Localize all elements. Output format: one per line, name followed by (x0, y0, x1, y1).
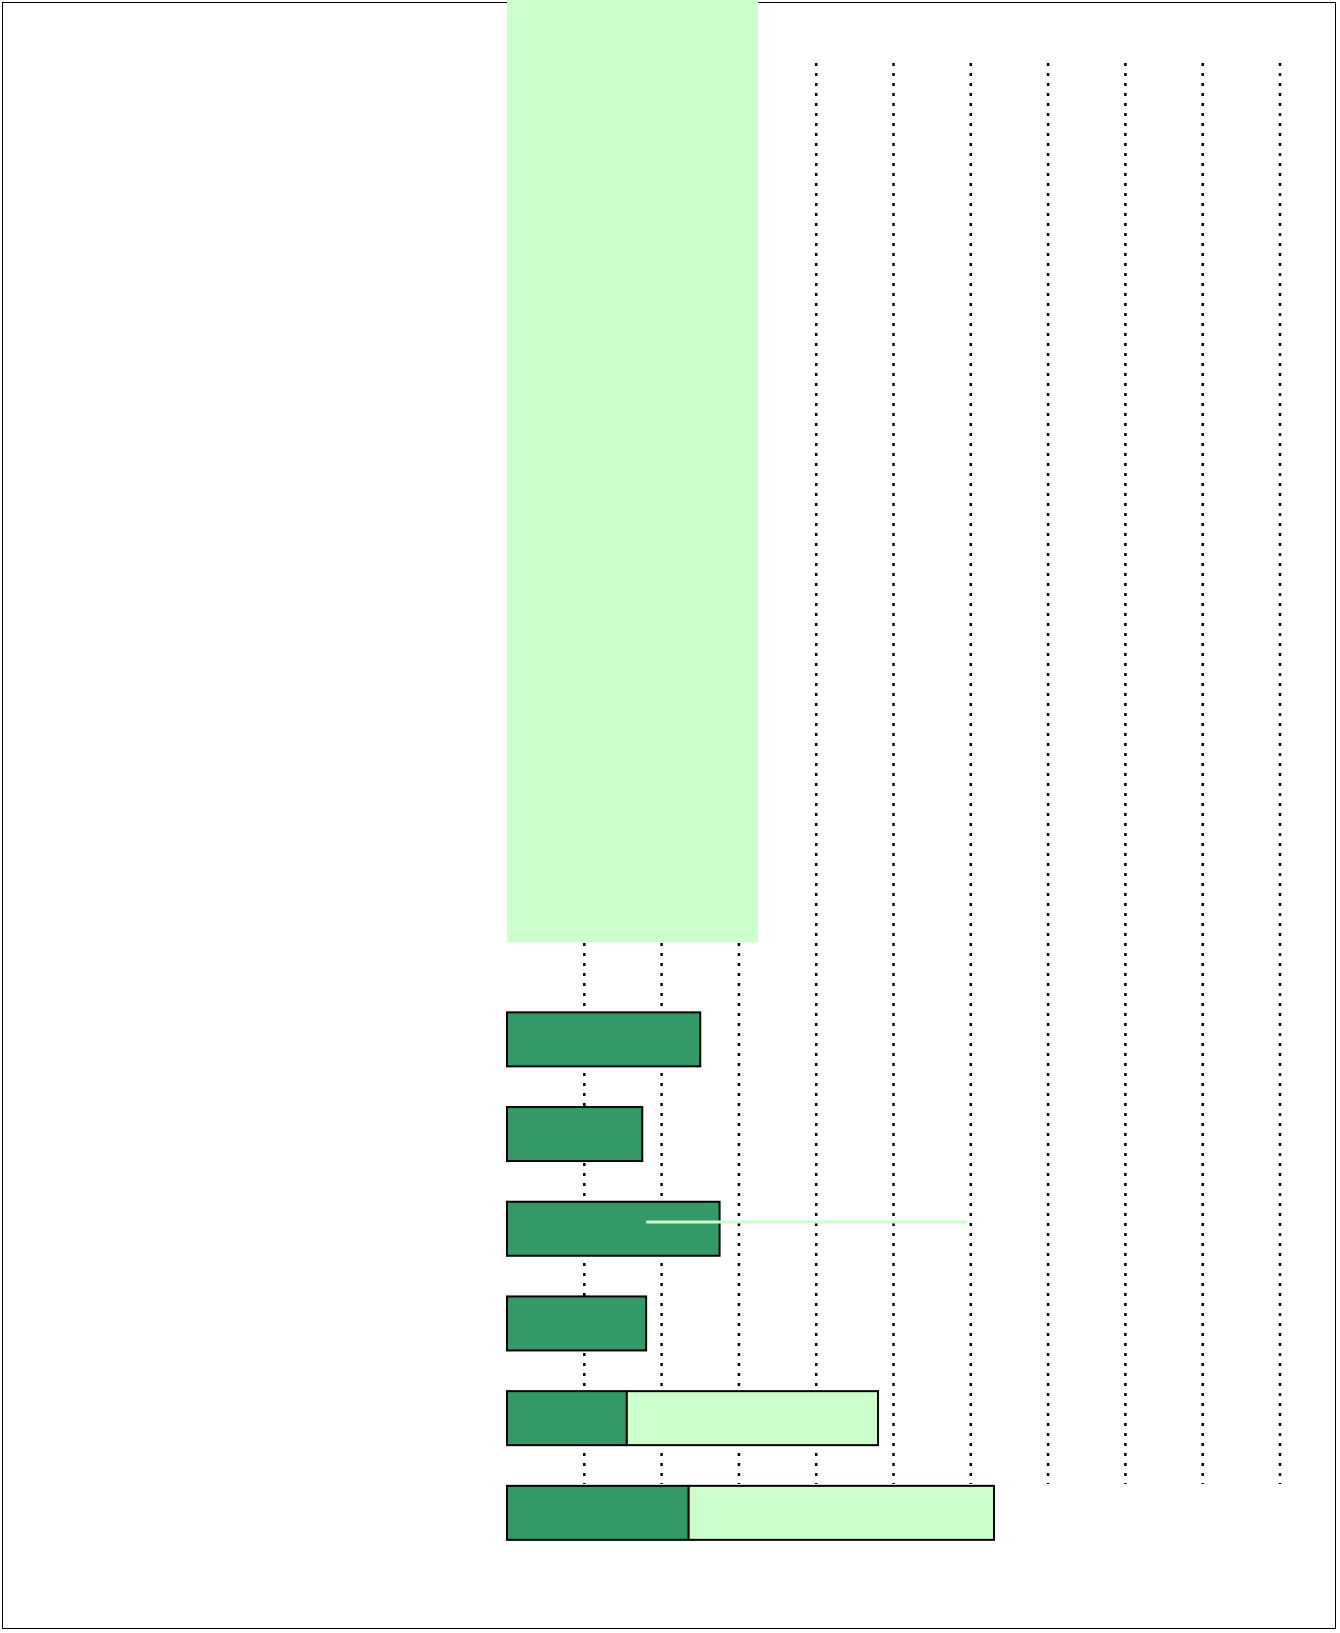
bars (506, 1011, 995, 1541)
bar-13-series-1 (506, 1200, 721, 1257)
bar-11-series-1 (506, 1011, 702, 1068)
bar-15-series-2 (625, 1390, 880, 1447)
overlay-band (507, 0, 759, 942)
bar-16-series-1 (506, 1484, 690, 1541)
bar-14-series-1 (506, 1295, 648, 1352)
bar-15-series-1 (506, 1390, 628, 1447)
bar-16-series-2 (687, 1484, 995, 1541)
bar-12-series-1 (506, 1106, 644, 1163)
